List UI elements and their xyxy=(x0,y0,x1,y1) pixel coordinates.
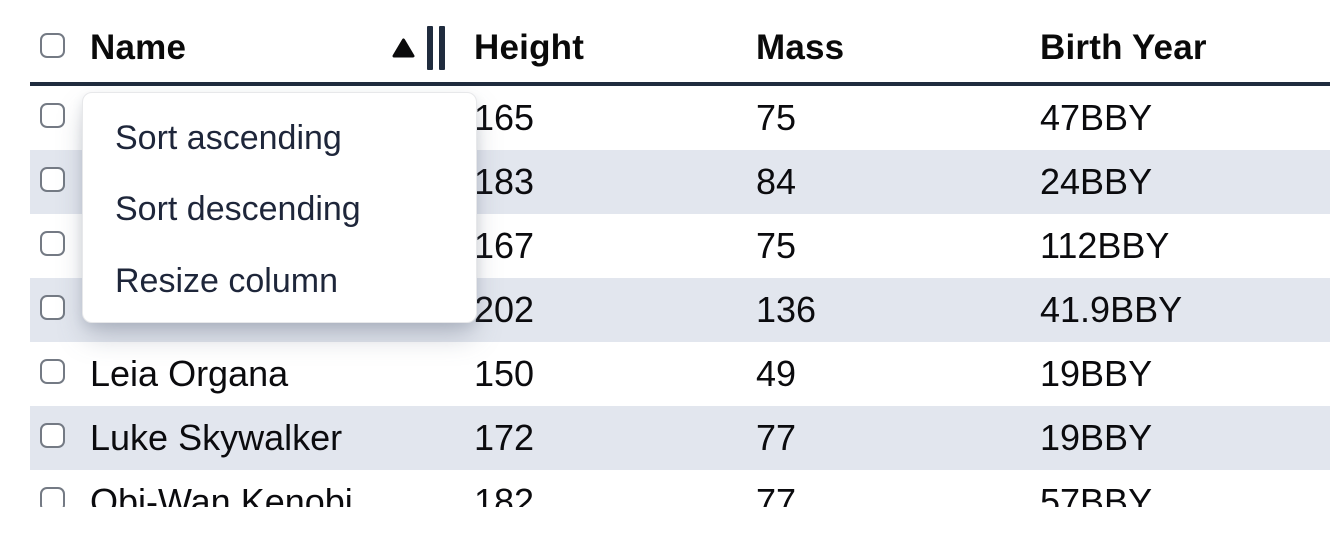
row-checkbox[interactable] xyxy=(40,167,65,192)
cell-text: Obi-Wan Kenobi xyxy=(90,481,353,507)
sort-ascending-icon xyxy=(392,38,415,58)
cell-text: 150 xyxy=(474,353,535,394)
row-select-cell xyxy=(30,103,80,133)
column-header-mass[interactable]: Mass xyxy=(746,28,1030,68)
cell-mass: 136 xyxy=(746,289,1030,331)
column-header-height[interactable]: Height xyxy=(464,28,746,68)
select-all-checkbox[interactable] xyxy=(40,33,65,58)
cell-text: 77 xyxy=(756,481,797,507)
table-row: 165 75 47BBY xyxy=(30,86,1330,150)
cell-height: 182 xyxy=(464,481,746,507)
table-row: Obi-Wan Kenobi 182 77 57BBY xyxy=(30,470,1330,507)
column-header-birth-year-label: Birth Year xyxy=(1040,28,1207,67)
table-row: Luke Skywalker 172 77 19BBY xyxy=(30,406,1330,470)
row-checkbox[interactable] xyxy=(40,103,65,128)
table-header-row: Name Height Mass Birth Year xyxy=(30,0,1330,86)
cell-birth-year: 41.9BBY xyxy=(1030,289,1330,331)
row-select-cell xyxy=(30,167,80,197)
cell-text: 24BBY xyxy=(1040,161,1153,202)
cell-text: 57BBY xyxy=(1040,481,1153,507)
row-checkbox[interactable] xyxy=(40,359,65,384)
cell-text: Luke Skywalker xyxy=(90,417,343,458)
cell-text: 49 xyxy=(756,353,797,394)
cell-mass: 49 xyxy=(746,353,1030,395)
cell-text: 202 xyxy=(474,289,535,330)
cell-name: Luke Skywalker xyxy=(80,417,464,459)
cell-text: 136 xyxy=(756,289,817,330)
cell-birth-year: 112BBY xyxy=(1030,225,1330,267)
cell-birth-year: 19BBY xyxy=(1030,417,1330,459)
cell-text: 167 xyxy=(474,225,535,266)
cell-height: 167 xyxy=(464,225,746,267)
cell-text: 75 xyxy=(756,225,797,266)
cell-text: 112BBY xyxy=(1040,225,1170,266)
cell-birth-year: 24BBY xyxy=(1030,161,1330,203)
cell-mass: 75 xyxy=(746,225,1030,267)
row-checkbox[interactable] xyxy=(40,231,65,256)
cell-birth-year: 19BBY xyxy=(1030,353,1330,395)
column-resize-handle[interactable] xyxy=(427,26,445,70)
column-header-name[interactable]: Name xyxy=(80,26,464,70)
table-row: 202 136 41.9BBY xyxy=(30,278,1330,342)
cell-text: 172 xyxy=(474,417,535,458)
cell-mass: 84 xyxy=(746,161,1030,203)
menu-item-sort-descending[interactable]: Sort descending xyxy=(115,190,361,229)
cell-height: 150 xyxy=(464,353,746,395)
row-checkbox[interactable] xyxy=(40,295,65,320)
cell-text: 41.9BBY xyxy=(1040,289,1183,330)
row-select-cell xyxy=(30,487,80,507)
row-select-cell xyxy=(30,423,80,453)
cell-birth-year: 47BBY xyxy=(1030,97,1330,139)
row-checkbox[interactable] xyxy=(40,487,65,507)
cell-text: 19BBY xyxy=(1040,353,1153,394)
cell-mass: 75 xyxy=(746,97,1030,139)
cell-text: 165 xyxy=(474,97,535,138)
cell-birth-year: 57BBY xyxy=(1030,481,1330,507)
cell-height: 202 xyxy=(464,289,746,331)
cell-text: 77 xyxy=(756,417,797,458)
menu-item-resize-column[interactable]: Resize column xyxy=(115,261,338,300)
cell-text: 182 xyxy=(474,481,535,507)
select-all-cell xyxy=(30,33,80,63)
column-header-birth-year[interactable]: Birth Year xyxy=(1030,28,1330,68)
row-select-cell xyxy=(30,295,80,325)
column-header-mass-label: Mass xyxy=(756,28,845,67)
cell-text: 19BBY xyxy=(1040,417,1153,458)
cell-text: 183 xyxy=(474,161,535,202)
table-row: 167 75 112BBY xyxy=(30,214,1330,278)
column-header-name-label: Name xyxy=(90,28,187,67)
cell-mass: 77 xyxy=(746,481,1030,507)
row-checkbox[interactable] xyxy=(40,423,65,448)
cell-text: 75 xyxy=(756,97,797,138)
table-row: Leia Organa 150 49 19BBY xyxy=(30,342,1330,406)
cell-height: 183 xyxy=(464,161,746,203)
cell-height: 172 xyxy=(464,417,746,459)
cell-text: 84 xyxy=(756,161,797,202)
cell-mass: 77 xyxy=(746,417,1030,459)
row-select-cell xyxy=(30,359,80,389)
column-header-height-label: Height xyxy=(474,28,585,67)
cell-name: Obi-Wan Kenobi xyxy=(80,481,464,507)
column-context-menu: Sort ascending Sort descending Resize co… xyxy=(82,92,477,323)
cell-height: 165 xyxy=(464,97,746,139)
cell-text: 47BBY xyxy=(1040,97,1153,138)
cell-name: Leia Organa xyxy=(80,353,464,395)
menu-item-sort-ascending[interactable]: Sort ascending xyxy=(115,119,342,158)
cell-text: Leia Organa xyxy=(90,353,289,394)
row-select-cell xyxy=(30,231,80,261)
